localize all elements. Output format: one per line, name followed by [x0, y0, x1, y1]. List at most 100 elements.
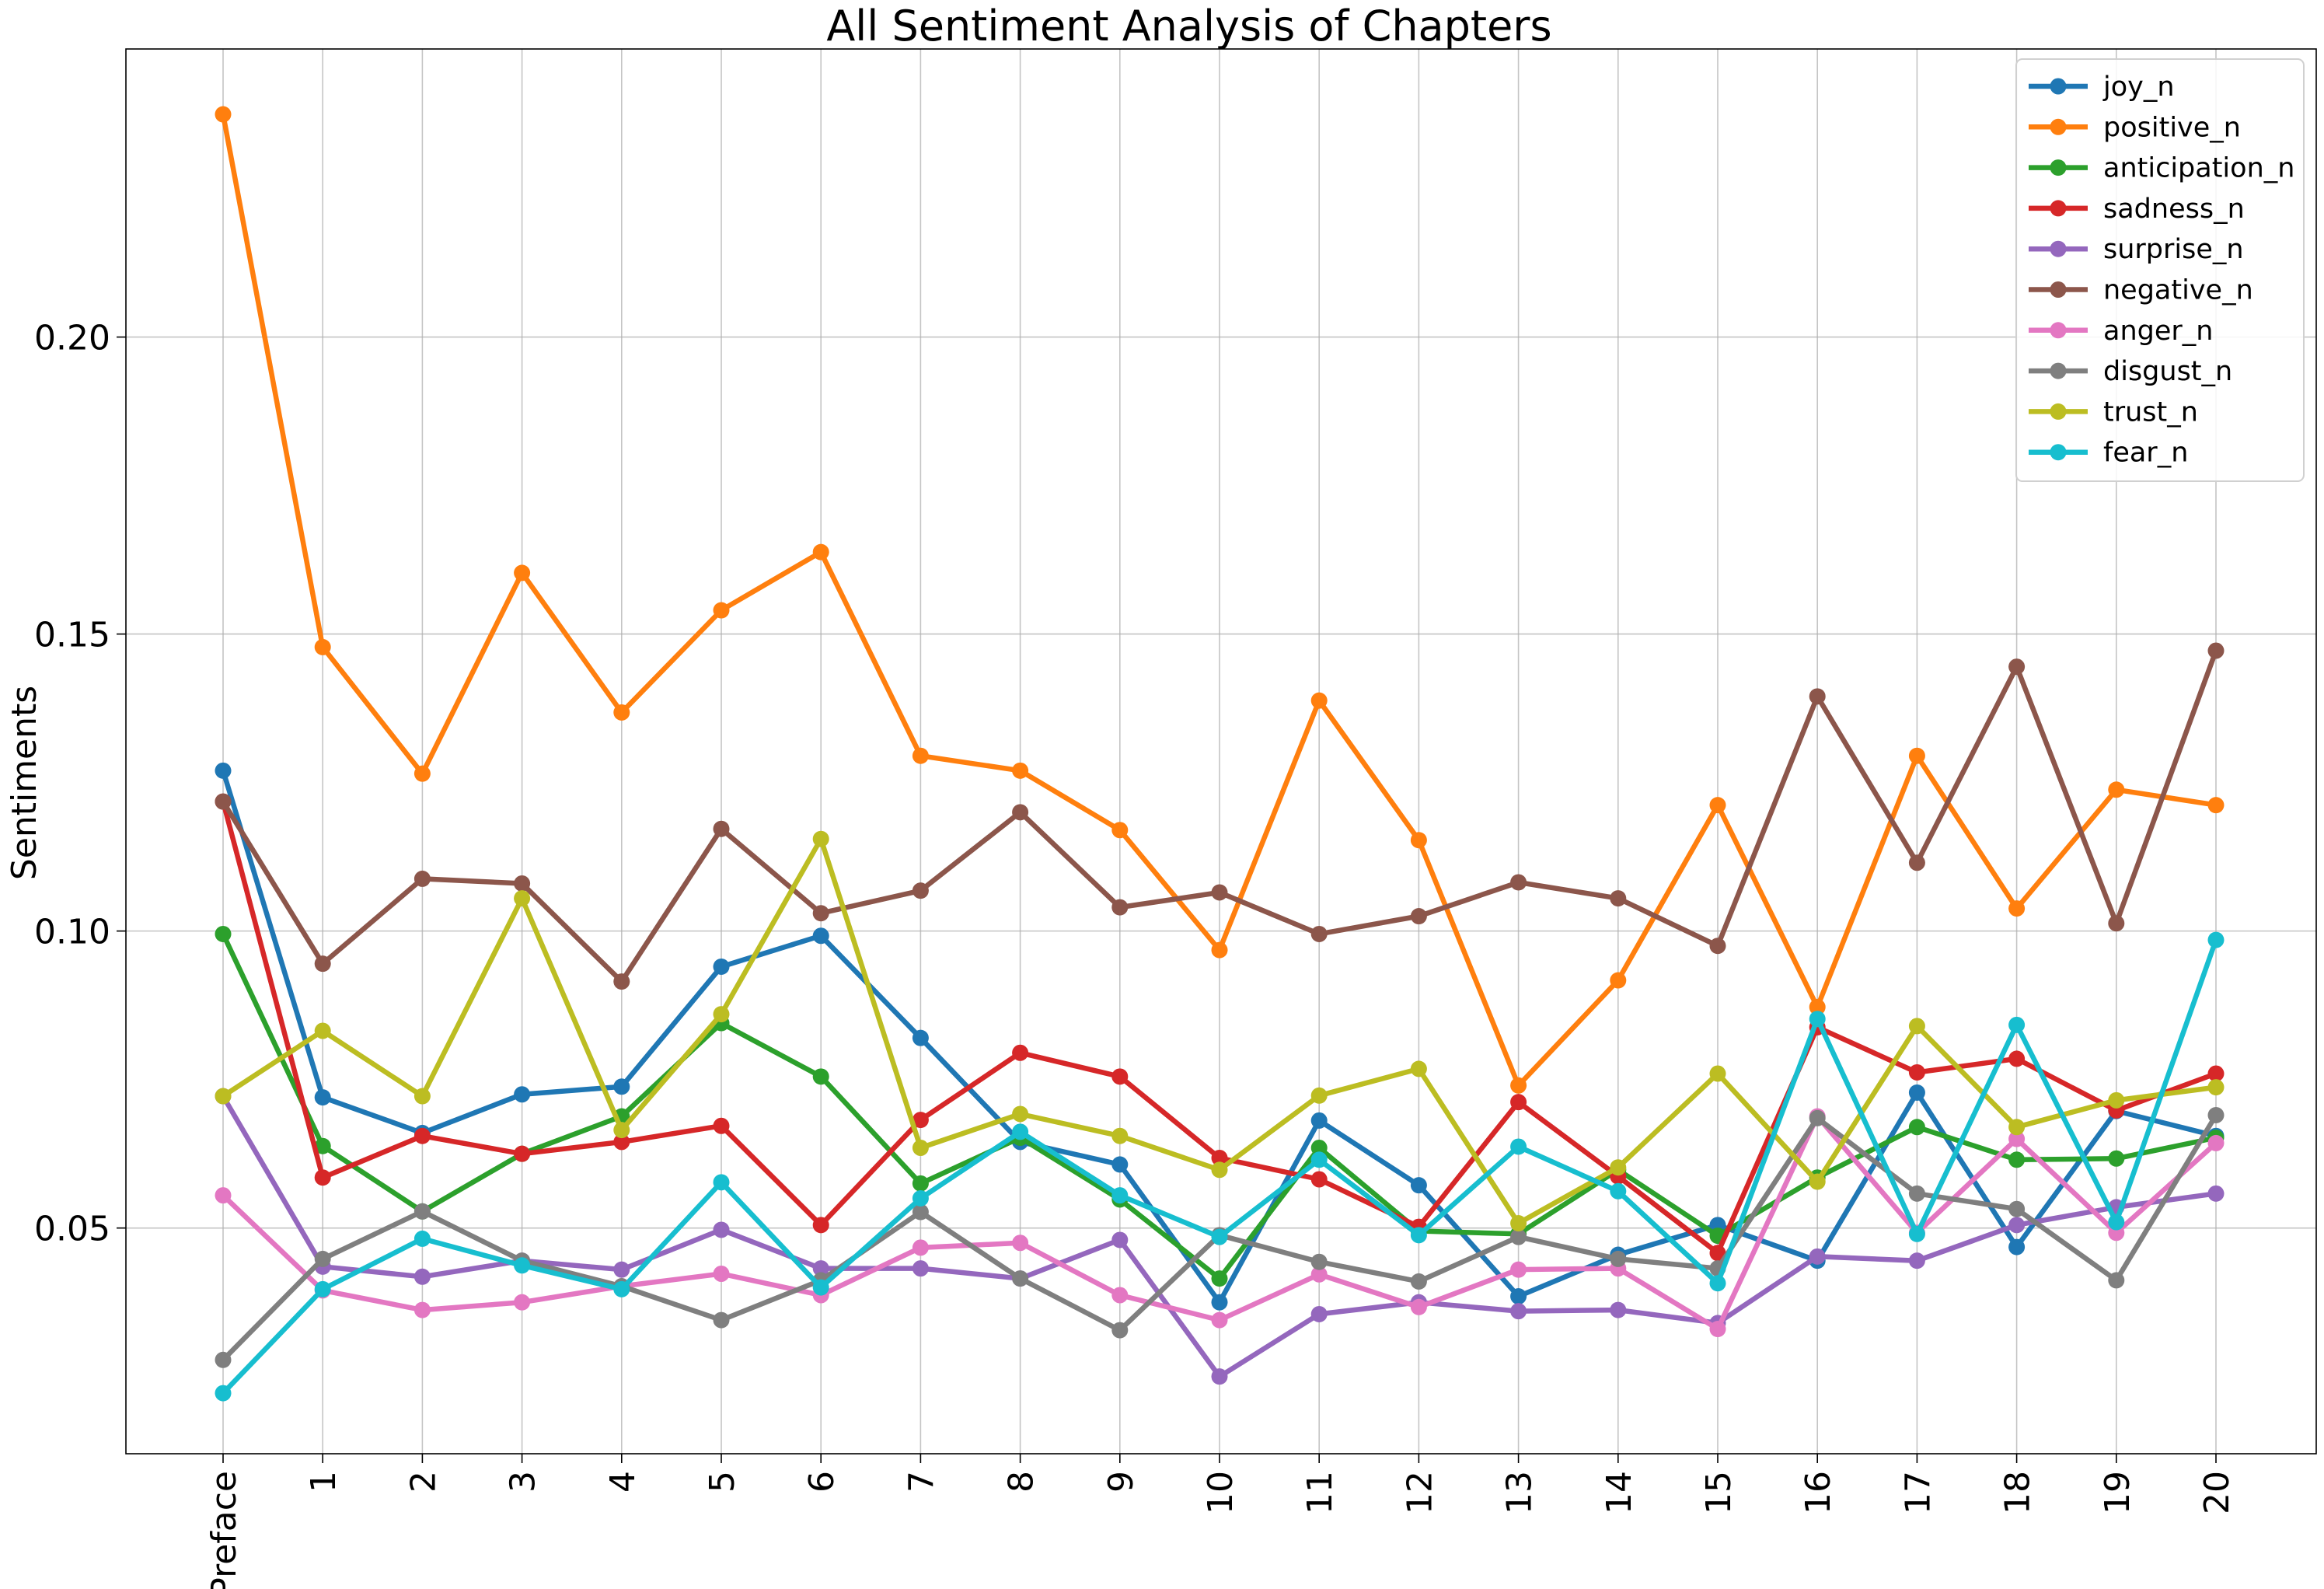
- data-point: [2108, 1272, 2125, 1289]
- data-point: [1211, 1311, 1228, 1329]
- data-point: [514, 1257, 531, 1274]
- data-point: [2207, 1106, 2225, 1123]
- x-tick-label: 1: [304, 1471, 344, 1493]
- series-negative-n: [215, 642, 2225, 990]
- legend-item: trust_n: [2029, 396, 2198, 428]
- data-point: [1111, 822, 1129, 839]
- x-tick-label: 7: [902, 1471, 941, 1493]
- legend-label: trust_n: [2103, 396, 2198, 428]
- data-point: [2008, 1217, 2026, 1234]
- data-point: [1012, 804, 1029, 821]
- data-point: [912, 1175, 929, 1192]
- data-point: [2008, 1130, 2026, 1147]
- x-tick-label: 5: [703, 1471, 742, 1493]
- data-point: [2108, 1150, 2125, 1167]
- data-point: [215, 1088, 232, 1105]
- data-point: [1012, 1270, 1029, 1287]
- data-point: [1510, 1077, 1527, 1094]
- legend-marker: [2050, 281, 2067, 298]
- data-point: [514, 875, 531, 892]
- data-point: [812, 1068, 829, 1085]
- data-point: [1111, 1156, 1129, 1173]
- data-point: [2008, 1050, 2026, 1067]
- data-point: [514, 564, 531, 581]
- x-tick-label: 4: [603, 1471, 643, 1493]
- legend-item: fear_n: [2029, 438, 2188, 469]
- data-point: [1111, 1187, 1129, 1204]
- data-point: [1709, 1245, 1726, 1262]
- data-point: [812, 1260, 829, 1277]
- x-tick-label: 8: [1002, 1471, 1042, 1493]
- data-point: [1510, 1215, 1527, 1232]
- x-tick-label: 17: [1898, 1471, 1938, 1514]
- data-point: [1310, 1112, 1328, 1129]
- data-point: [1310, 1087, 1328, 1104]
- data-point: [414, 1127, 431, 1144]
- data-point: [314, 1250, 331, 1267]
- data-point: [1310, 692, 1328, 709]
- x-tick-label: 12: [1400, 1471, 1439, 1514]
- data-point: [713, 1221, 730, 1238]
- data-point: [314, 638, 331, 655]
- data-point: [314, 1089, 331, 1106]
- data-point: [2108, 781, 2125, 798]
- data-point: [1908, 1063, 1925, 1081]
- x-tick-label: 11: [1300, 1471, 1340, 1514]
- data-point: [314, 1137, 331, 1154]
- x-tick-label: 13: [1500, 1471, 1540, 1514]
- series-anger-n: [215, 1108, 2225, 1338]
- legend-label: disgust_n: [2103, 356, 2232, 387]
- data-point: [1310, 1151, 1328, 1168]
- legend-marker: [2050, 444, 2067, 461]
- legend-label: joy_n: [2102, 72, 2175, 103]
- data-point: [1809, 688, 1826, 705]
- series-positive-n: [215, 106, 2225, 1094]
- data-point: [1012, 1105, 1029, 1123]
- data-point: [1610, 1301, 1627, 1318]
- legend-label: sadness_n: [2103, 194, 2245, 225]
- data-point: [1211, 941, 1228, 959]
- data-point: [1111, 1322, 1129, 1339]
- data-point: [812, 927, 829, 945]
- x-tick-label: 10: [1201, 1471, 1241, 1514]
- data-point: [414, 870, 431, 887]
- data-point: [414, 1203, 431, 1220]
- data-point: [2108, 915, 2125, 932]
- data-point: [1510, 1138, 1527, 1155]
- y-tick-label: 0.15: [34, 616, 110, 655]
- data-point: [713, 958, 730, 975]
- data-point: [1809, 998, 1826, 1015]
- data-point: [2207, 1134, 2225, 1151]
- data-point: [215, 1187, 232, 1204]
- x-tick-label: Preface: [204, 1471, 244, 1589]
- data-point: [514, 1086, 531, 1103]
- x-tick-label: 2: [403, 1471, 443, 1493]
- data-point: [1610, 890, 1627, 907]
- data-point: [1510, 1228, 1527, 1245]
- legend-item: anticipation_n: [2029, 153, 2294, 184]
- x-tick-label: 19: [2098, 1471, 2137, 1514]
- data-point: [215, 1351, 232, 1368]
- data-point: [1211, 1228, 1228, 1245]
- data-point: [2207, 642, 2225, 659]
- data-point: [1310, 1253, 1328, 1270]
- data-point: [1111, 1127, 1129, 1144]
- data-point: [1410, 1298, 1427, 1315]
- data-point: [613, 1078, 630, 1095]
- data-point: [1111, 1287, 1129, 1304]
- data-point: [912, 1203, 929, 1221]
- data-point: [1012, 1044, 1029, 1061]
- data-point: [1211, 884, 1228, 901]
- legend-marker: [2050, 240, 2067, 257]
- x-tick-label: 6: [802, 1471, 842, 1493]
- data-point: [912, 1140, 929, 1157]
- legend-marker: [2050, 403, 2067, 420]
- legend-label: positive_n: [2103, 112, 2241, 143]
- data-point: [1908, 1225, 1925, 1242]
- data-point: [414, 765, 431, 782]
- data-point: [1510, 874, 1527, 891]
- legend-item: sadness_n: [2029, 194, 2245, 225]
- x-tick-label: 3: [504, 1471, 543, 1493]
- data-point: [1709, 1321, 1726, 1338]
